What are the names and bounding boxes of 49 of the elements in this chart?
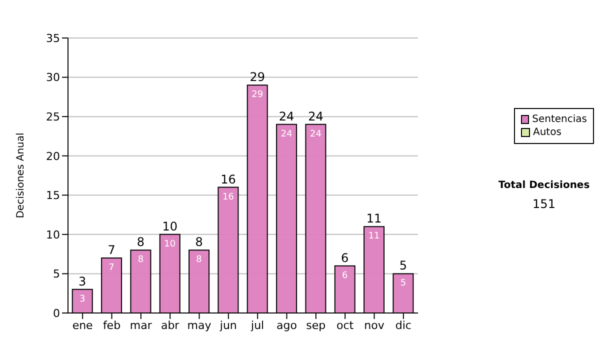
legend-label: Sentencias [532,113,587,126]
total-label: 8 [195,235,203,250]
text: 151 [532,197,556,211]
y-tick-label: 0 [53,306,60,320]
total-label: 7 [108,243,116,257]
y-tick-label: 20 [46,150,60,163]
y-tick-label: 15 [46,189,60,202]
y-tick-label: 10 [46,228,60,242]
x-tick-label: may [187,318,212,332]
data-label: 3 [80,294,86,304]
data-label: 24 [280,129,293,140]
text: Total Decisiones [497,180,591,191]
x-tick-label: mar [130,318,152,332]
total-label: 3 [78,274,86,288]
x-tick-label: jun [218,318,237,332]
total-label: 5 [399,258,408,273]
y-tick-label: 25 [46,110,60,124]
x-tick-label: sep [306,318,326,332]
y-tick-label: 30 [46,71,60,84]
data-label: 8 [138,255,144,266]
x-tick-label: ene [72,318,94,332]
total-label: 10 [162,219,178,234]
total-label: 24 [278,109,294,124]
data-label: 8 [196,255,202,266]
total-label: 11 [366,212,382,226]
x-tick-label: oct [336,318,354,332]
total-label: 24 [308,109,324,124]
data-label: 5 [400,278,406,289]
x-tick-label: dic [395,318,412,332]
total-label: 16 [220,172,236,186]
x-tick-label: feb [102,318,121,332]
x-tick-label: jul [250,318,264,332]
data-label: 29 [252,90,264,100]
total-label: 8 [136,235,145,250]
x-tick-label: nov [364,318,385,332]
data-label: 16 [222,192,234,202]
y-tick-label: 5 [53,268,60,281]
data-label: 7 [108,263,114,273]
data-label: 11 [368,232,380,242]
y-axis-title: Decisiones Anual [16,132,27,218]
legend-label: Autos [533,126,562,139]
data-label: 10 [164,239,176,250]
total-label: 29 [250,70,266,84]
data-label: 6 [342,270,348,281]
data-label: 24 [310,129,322,140]
total-label: 6 [341,250,349,265]
y-tick-label: 35 [46,32,60,45]
x-tick-label: ago [276,318,298,332]
x-tick-label: abr [160,318,180,332]
